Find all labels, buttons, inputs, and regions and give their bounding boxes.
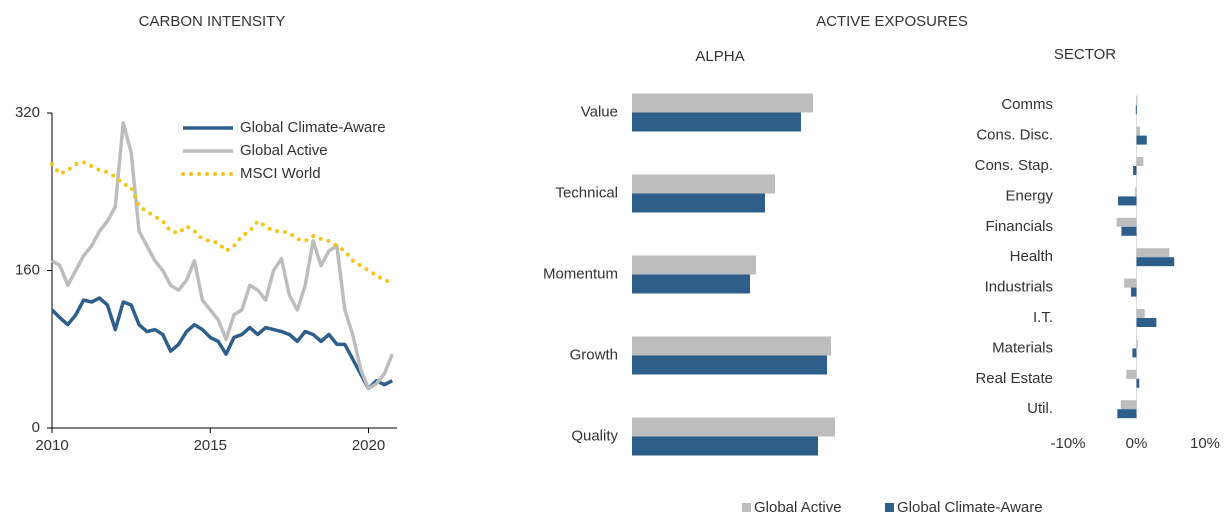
bar (632, 255, 756, 275)
x-tick-label: 2015 (194, 437, 227, 454)
bar (632, 436, 818, 456)
y-tick-label: 320 (15, 104, 40, 121)
bar (1136, 157, 1144, 166)
category-label: Cons. Stap. (975, 157, 1053, 174)
category-label: Util. (1027, 400, 1053, 417)
legend-swatch (742, 503, 751, 512)
bar (1136, 318, 1157, 327)
bar (1131, 287, 1137, 297)
bar (1132, 348, 1137, 358)
category-label: Momentum (543, 265, 618, 282)
x-tick-label: -10% (1050, 435, 1085, 452)
bar (632, 355, 827, 375)
category-label: Quality (571, 427, 618, 444)
bar (1136, 339, 1138, 349)
bar (1120, 400, 1137, 410)
category-label: Cons. Disc. (976, 127, 1053, 144)
legend-label: Global Climate-Aware (240, 119, 386, 136)
bar (632, 336, 831, 356)
category-label: Technical (555, 184, 618, 201)
category-label: Financials (985, 218, 1053, 235)
bar (1136, 96, 1138, 106)
heading: ACTIVE EXPOSURES (816, 13, 968, 30)
bar (632, 174, 775, 194)
bar (1126, 369, 1137, 379)
bar (632, 274, 750, 294)
y-tick-label: 160 (15, 261, 40, 278)
category-label: Value (581, 103, 618, 120)
legend-label: Global Active (240, 142, 328, 159)
chart-title: ALPHA (695, 48, 744, 65)
legend-label: MSCI World (240, 165, 321, 182)
x-tick-label: 10% (1190, 435, 1220, 452)
category-label: Energy (1005, 187, 1053, 204)
category-label: Materials (992, 339, 1053, 356)
bar (632, 112, 801, 132)
chart-title: SECTOR (1054, 46, 1116, 63)
bar (1116, 217, 1137, 227)
x-tick-label: 0% (1126, 435, 1148, 452)
bar (1135, 105, 1137, 115)
bar (1118, 196, 1137, 206)
line-series (50, 296, 394, 391)
bar (1136, 135, 1147, 145)
bar (1135, 187, 1137, 197)
bar (1117, 409, 1137, 419)
chart-title: CARBON INTENSITY (139, 13, 286, 30)
bar (632, 93, 813, 113)
bar (1136, 126, 1140, 136)
category-label: Real Estate (975, 370, 1053, 387)
category-label: Growth (570, 346, 618, 363)
legend-label: Global Active (754, 499, 842, 516)
category-label: Health (1010, 248, 1053, 265)
bar (632, 417, 835, 437)
bar (1136, 248, 1170, 258)
category-label: I.T. (1033, 309, 1053, 326)
y-tick-label: 0 (32, 419, 40, 436)
bar (1136, 309, 1145, 318)
bar (1133, 166, 1137, 175)
bar (1136, 257, 1175, 267)
category-label: Comms (1001, 96, 1053, 113)
x-tick-label: 2010 (35, 437, 68, 454)
bar (1121, 226, 1137, 236)
bar (632, 193, 765, 213)
bar (1136, 378, 1140, 388)
category-label: Industrials (985, 279, 1053, 296)
x-tick-label: 2020 (352, 437, 385, 454)
bar (1124, 278, 1137, 288)
legend-swatch (885, 503, 894, 512)
line-series (50, 160, 395, 285)
legend-label: Global Climate-Aware (897, 499, 1043, 516)
